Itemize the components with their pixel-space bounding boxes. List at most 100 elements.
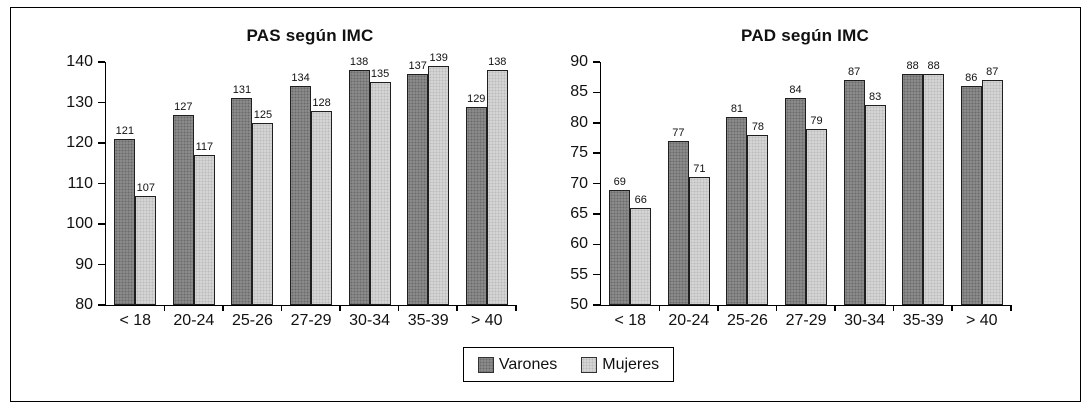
bar-fill [311, 110, 333, 305]
x-tick [717, 305, 719, 311]
bar-fill [252, 122, 274, 305]
category-group: 121 107 < 18 [106, 62, 165, 329]
y-tick [98, 223, 105, 225]
bar-mujeres: 117 [193, 141, 215, 305]
legend-item-varones: Varones [477, 356, 557, 374]
x-category-label: < 18 [119, 312, 152, 329]
bar-mujeres: 88 [923, 60, 945, 305]
bar-mujeres: 135 [369, 68, 391, 305]
bar-value-label: 66 [634, 193, 647, 206]
y-axis-label: 50 [570, 296, 588, 313]
category-group: 134 128 27-29 [282, 62, 341, 329]
bar-fill [630, 207, 652, 305]
x-tick [1010, 305, 1012, 311]
x-category-label: 27-29 [290, 312, 332, 329]
x-category-label: 25-26 [726, 312, 768, 329]
bar-fill [369, 82, 391, 305]
x-tick [951, 305, 953, 311]
category-group: 84 79 27-29 [777, 62, 836, 329]
bar-fill [864, 104, 886, 305]
y-tick [593, 61, 600, 63]
varones-swatch [477, 356, 494, 373]
bar-fill [747, 134, 769, 305]
y-axis-label: 100 [66, 215, 93, 232]
bar-fill [960, 86, 982, 305]
category-group: 131 125 25-26 [223, 62, 282, 329]
x-tick [775, 305, 778, 311]
bar-value-label: 88 [906, 60, 919, 73]
bar-value-label: 138 [488, 56, 507, 69]
y-axis-label: 65 [570, 204, 588, 222]
bar-varones: 69 [609, 176, 631, 305]
bar-value-label: 78 [751, 120, 765, 133]
bar-mujeres: 125 [252, 109, 274, 305]
y-axis-label: 55 [570, 265, 588, 283]
bar-fill [193, 155, 215, 305]
bar-fill [231, 98, 253, 305]
y-tick [98, 61, 105, 63]
x-tick [456, 305, 458, 311]
bar-fill [806, 128, 828, 305]
bar-fill [609, 189, 631, 305]
bar-value-label: 128 [312, 96, 331, 109]
y-tick [593, 152, 600, 154]
y-tick [98, 304, 105, 306]
x-category-label: 35-39 [407, 312, 449, 329]
legend-item-mujeres: Mujeres [581, 356, 659, 374]
y-axis-label: 80 [570, 113, 588, 131]
bar-fill [290, 86, 312, 305]
pas-chart-title: PAS según IMC [246, 26, 374, 45]
bar-value-label: 81 [730, 102, 744, 115]
bar-fill [667, 140, 689, 305]
bar-fill [114, 138, 136, 305]
y-tick [593, 182, 600, 185]
x-tick [339, 305, 341, 311]
bar-value-label: 87 [986, 66, 999, 79]
y-axis-label: 90 [75, 255, 93, 273]
bar-varones: 129 [465, 93, 487, 305]
bar-varones: 131 [231, 84, 253, 305]
category-group: 137 139 35-39 [399, 52, 458, 329]
category-group: 81 78 25-26 [718, 62, 777, 329]
x-category-label: > 40 [470, 312, 503, 329]
x-category-label: 30-34 [349, 312, 391, 329]
y-tick [593, 91, 600, 94]
bar-mujeres: 71 [688, 163, 710, 305]
pad-plot-area: 50 55 60 65 70 75 80 85 90 69 66 < 18 77 71 20-24 81 78 2… [570, 54, 1012, 329]
bar-value-label: 87 [847, 66, 861, 79]
x-category-label: 20-24 [668, 312, 710, 329]
y-tick [593, 213, 600, 215]
x-category-label: 20-24 [173, 312, 215, 329]
mujeres-swatch [581, 356, 598, 373]
y-tick [98, 182, 105, 185]
x-category-label: 25-26 [231, 312, 273, 329]
y-tick [98, 142, 105, 144]
bar-value-label: 84 [789, 84, 802, 97]
bar-fill [348, 70, 370, 305]
x-category-label: 30-34 [844, 312, 886, 329]
x-tick [163, 305, 166, 311]
y-tick [98, 101, 105, 104]
y-axis-label: 110 [67, 174, 93, 192]
category-group: 77 71 20-24 [660, 62, 719, 329]
bar-value-label: 71 [693, 163, 706, 176]
bar-value-label: 135 [370, 68, 390, 81]
bar-fill [843, 80, 865, 305]
x-category-label: 35-39 [902, 312, 944, 329]
bar-value-label: 88 [927, 60, 940, 73]
bar-mujeres: 107 [135, 182, 157, 305]
x-category-label: < 18 [614, 312, 647, 329]
x-tick [280, 305, 283, 311]
mujeres-legend-label: Mujeres [602, 355, 660, 373]
y-axis-label: 90 [570, 53, 588, 70]
y-axis-label: 140 [66, 53, 93, 70]
bar-varones: 77 [667, 127, 689, 305]
bar-value-label: 131 [232, 84, 252, 97]
category-group: 129 138 > 40 [457, 56, 516, 329]
y-axis-label: 130 [66, 93, 93, 111]
y-axis-label: 85 [570, 83, 588, 101]
bar-varones: 121 [114, 125, 136, 305]
bar-varones: 84 [785, 84, 807, 305]
y-axis-label: 80 [75, 296, 93, 313]
